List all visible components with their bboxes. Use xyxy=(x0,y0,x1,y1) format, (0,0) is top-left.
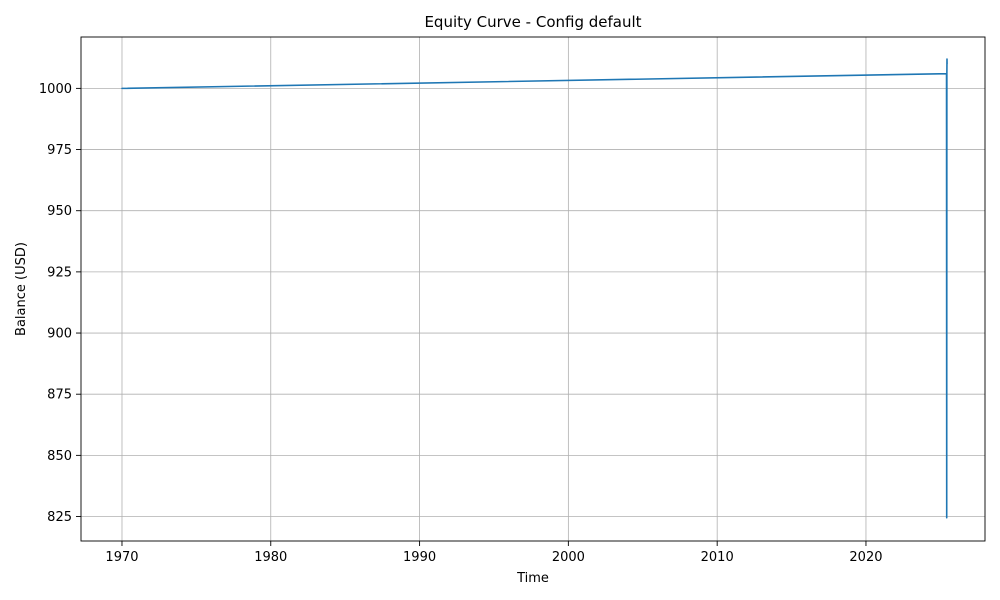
y-tick-label: 875 xyxy=(47,388,72,403)
y-tick-label: 975 xyxy=(47,143,72,158)
x-tick-label: 1990 xyxy=(403,550,436,565)
x-axis-ticks: 1970 1980 1990 2000 2010 2020 xyxy=(105,541,883,565)
chart-title: Equity Curve - Config default xyxy=(424,13,641,31)
x-gridlines xyxy=(121,37,867,541)
y-tick-label: 1000 xyxy=(39,82,72,97)
equity-line xyxy=(121,58,948,519)
x-tick-label: 1970 xyxy=(105,550,138,565)
y-tick-label: 925 xyxy=(47,265,72,280)
y-gridlines xyxy=(81,87,985,517)
x-tick-label: 2020 xyxy=(849,550,882,565)
x-tick-label: 2000 xyxy=(552,550,585,565)
plot-frame xyxy=(80,36,986,542)
x-axis-label: Time xyxy=(516,571,549,586)
y-tick-label: 950 xyxy=(47,204,72,219)
y-tick-label: 900 xyxy=(47,327,72,342)
series-layer xyxy=(121,58,948,519)
x-tick-label: 1980 xyxy=(254,550,287,565)
y-tick-label: 850 xyxy=(47,449,72,464)
y-axis-label: Balance (USD) xyxy=(14,242,29,336)
x-tick-label: 2010 xyxy=(701,550,734,565)
y-axis-ticks: 825 850 875 900 925 950 975 1000 xyxy=(39,82,81,525)
y-tick-label: 825 xyxy=(47,510,72,525)
